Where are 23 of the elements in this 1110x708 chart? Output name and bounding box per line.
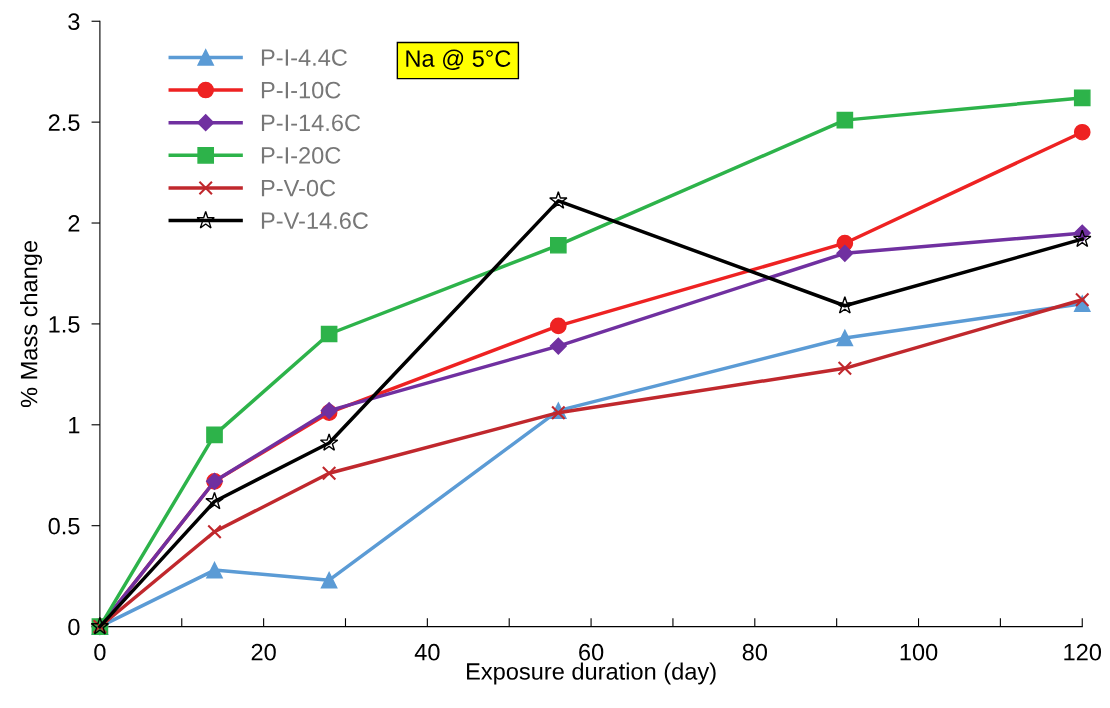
- y-tick-label: 0.5: [48, 517, 80, 535]
- x-axis-title: Exposure duration (day): [467, 662, 716, 685]
- legend-label: P-V-14.6C: [261, 212, 369, 230]
- y-tick-label: 3: [68, 13, 80, 31]
- x-tick-label: 0: [94, 643, 106, 661]
- y-tick-label: 2: [68, 215, 80, 232]
- x-tick-label: 40: [414, 643, 440, 661]
- legend-label: P-I-20C: [261, 147, 341, 164]
- y-tick-label: 1: [69, 417, 80, 434]
- legend-label: P-I-4.4C: [261, 49, 347, 66]
- y-tick-label: 0: [68, 618, 80, 636]
- y-axis-title: % Mass change: [20, 240, 43, 408]
- x-tick-label: 100: [900, 643, 938, 661]
- x-tick-label: 120: [1064, 643, 1102, 661]
- legend-label: P-V-0C: [261, 179, 336, 197]
- legend-label: P-I-10C: [261, 81, 341, 99]
- y-tick-label: 1.5: [49, 316, 80, 333]
- y-tick-label: 2.5: [48, 114, 80, 131]
- x-tick-label: 20: [251, 643, 276, 661]
- x-tick-label: 80: [742, 643, 768, 661]
- x-tick-label: 60: [579, 643, 604, 661]
- annotation: Na @ 5°C: [406, 49, 511, 70]
- legend-label: P-I-14.6C: [261, 114, 361, 132]
